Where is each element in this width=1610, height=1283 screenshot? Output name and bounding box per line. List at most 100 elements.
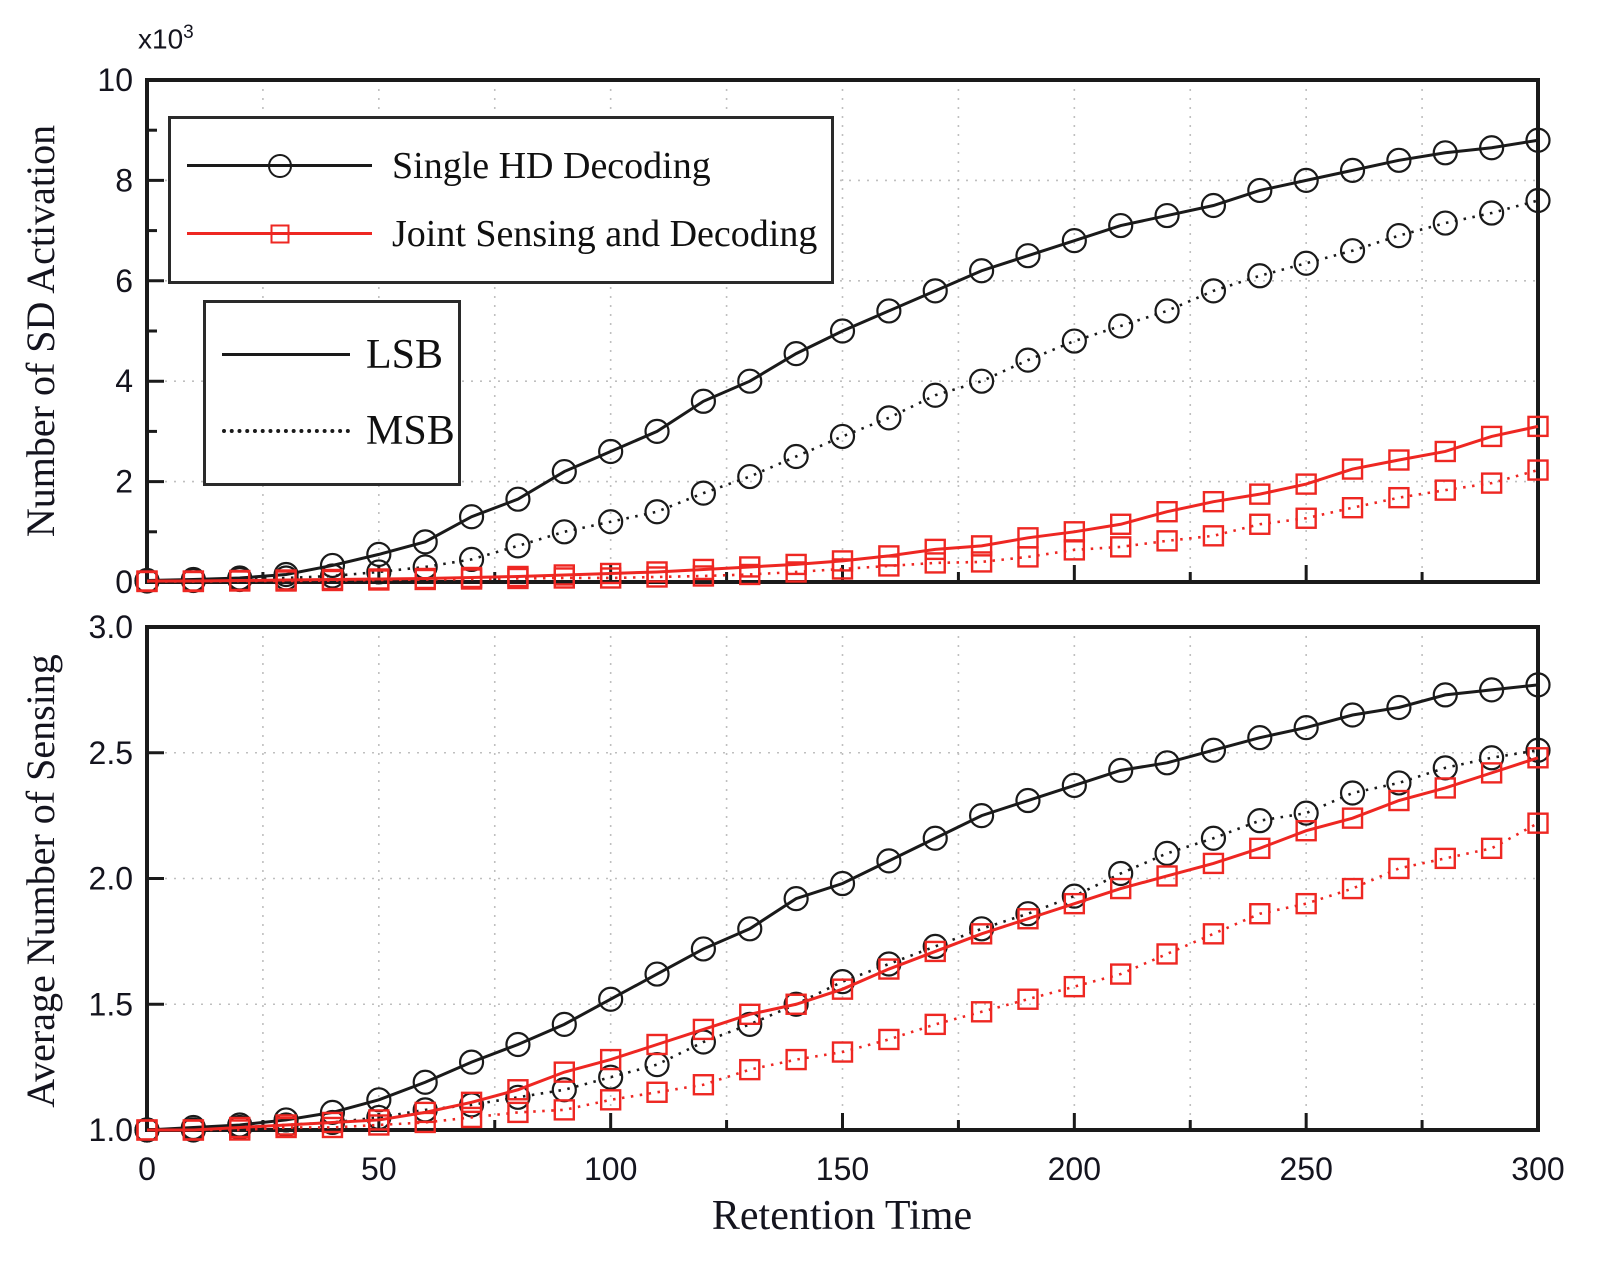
square-marker-icon bbox=[739, 1003, 761, 1026]
sd-activation-plot: 0 2 4 6 8 10 bbox=[97, 62, 1551, 600]
solid-line-sample bbox=[222, 353, 350, 356]
square-marker-icon bbox=[785, 561, 807, 583]
dotted-line-sample-wrap bbox=[222, 412, 350, 450]
circle-marker-icon bbox=[1061, 328, 1087, 354]
circle-marker-icon bbox=[505, 533, 531, 559]
circle-marker-icon bbox=[551, 1011, 577, 1037]
circle-marker-icon bbox=[737, 916, 763, 942]
square-marker-icon bbox=[460, 1091, 483, 1114]
square-marker-icon bbox=[414, 568, 436, 591]
square-marker-icon bbox=[785, 1048, 807, 1071]
circle-marker-icon bbox=[1061, 228, 1087, 254]
square-marker-icon bbox=[1295, 892, 1317, 915]
square-marker-icon bbox=[270, 224, 289, 244]
square-marker-icon bbox=[1341, 877, 1364, 900]
circle-marker-icon bbox=[737, 463, 763, 490]
square-marker-icon bbox=[1388, 486, 1410, 509]
square-marker-icon bbox=[321, 569, 344, 592]
square-marker-icon bbox=[599, 1089, 622, 1111]
circle-marker-icon bbox=[690, 936, 717, 962]
square-marker-icon bbox=[1202, 490, 1225, 513]
x-tick-label: 0 bbox=[138, 1151, 156, 1187]
circle-marker-icon bbox=[598, 986, 624, 1012]
circle-marker-icon bbox=[551, 458, 577, 485]
circle-marker-icon bbox=[1015, 347, 1041, 373]
circle-marker-icon bbox=[1479, 200, 1505, 226]
x-tick-label: 250 bbox=[1279, 1151, 1332, 1187]
circle-marker-icon bbox=[829, 318, 856, 344]
square-marker-icon bbox=[1249, 513, 1271, 535]
circle-marker-icon bbox=[505, 486, 531, 512]
square-marker-icon bbox=[275, 1116, 297, 1139]
square-marker-icon bbox=[739, 563, 761, 586]
circle-marker-icon bbox=[412, 1069, 438, 1095]
circle-marker-icon bbox=[1015, 787, 1041, 814]
legend-item-single-hd: Single HD Decoding bbox=[171, 144, 831, 188]
circle-marker-icon bbox=[690, 388, 717, 414]
circle-marker-icon bbox=[598, 1064, 624, 1090]
axes-ticks: 1.0 1.5 2.0 2.5 3.0 0 50 100 150 200 250 300 bbox=[89, 609, 1565, 1187]
circle-marker-icon bbox=[1247, 725, 1273, 751]
square-marker-icon bbox=[831, 1041, 854, 1063]
square-marker-icon bbox=[878, 958, 900, 980]
circle-marker-icon bbox=[1479, 745, 1505, 771]
circle-marker-icon bbox=[1432, 140, 1458, 166]
square-marker-icon bbox=[136, 570, 158, 593]
circle-marker-icon bbox=[968, 258, 995, 284]
circle-marker-icon bbox=[876, 405, 902, 431]
circle-marker-icon bbox=[458, 546, 485, 573]
x-tick-label: 50 bbox=[361, 1151, 397, 1187]
circle-marker-icon bbox=[1479, 677, 1505, 703]
square-marker-icon bbox=[739, 1058, 761, 1081]
circle-marker-icon bbox=[644, 961, 670, 987]
square-marker-icon bbox=[1109, 963, 1132, 985]
multiplier-exponent: 3 bbox=[183, 22, 194, 43]
square-marker-icon bbox=[321, 1116, 344, 1139]
square-marker-icon bbox=[1527, 415, 1549, 438]
circle-marker-icon bbox=[1525, 672, 1551, 698]
square-marker-icon bbox=[1063, 892, 1086, 915]
square-marker-icon bbox=[970, 551, 993, 573]
circle-marker-icon bbox=[783, 443, 809, 470]
square-marker-icon bbox=[1527, 459, 1549, 481]
square-marker-icon bbox=[275, 570, 297, 592]
x-axis-title: Retention Time bbox=[711, 1193, 973, 1239]
square-marker-icon bbox=[970, 535, 993, 557]
circle-marker-icon bbox=[1200, 278, 1227, 304]
square-marker-icon bbox=[1527, 812, 1549, 834]
circle-marker-icon bbox=[783, 886, 809, 912]
square-marker-icon bbox=[924, 940, 946, 963]
circle-marker-icon bbox=[1386, 223, 1412, 249]
circle-marker-icon bbox=[1154, 202, 1180, 229]
y-tick-label: 2 bbox=[115, 464, 133, 500]
legend-item-lsb: LSB bbox=[206, 331, 458, 379]
circle-marker-icon bbox=[1525, 127, 1551, 153]
circle-marker-icon bbox=[1386, 770, 1412, 796]
circle-marker-icon bbox=[922, 278, 948, 304]
circle-marker-icon bbox=[1247, 177, 1273, 204]
square-marker-icon bbox=[924, 552, 946, 574]
circle-marker-icon bbox=[644, 1052, 670, 1078]
square-marker-icon bbox=[368, 569, 390, 591]
square-marker-icon bbox=[1156, 501, 1178, 523]
circle-marker-icon bbox=[644, 418, 670, 444]
square-marker-icon bbox=[924, 1013, 946, 1036]
circle-marker-icon bbox=[366, 541, 392, 567]
circle-marker-icon bbox=[1293, 714, 1319, 741]
square-marker-icon bbox=[1109, 536, 1132, 558]
square-marker-icon bbox=[692, 1074, 715, 1096]
square-marker-icon bbox=[1109, 513, 1132, 535]
circle-marker-icon bbox=[505, 1084, 531, 1110]
legend-label: MSB bbox=[366, 408, 455, 454]
square-marker-icon bbox=[878, 555, 900, 577]
circle-marker-icon bbox=[319, 552, 346, 579]
square-marker-icon bbox=[924, 538, 946, 561]
circle-marker-icon bbox=[968, 368, 995, 394]
circle-marker-icon bbox=[1247, 263, 1273, 289]
square-marker-icon bbox=[646, 566, 668, 588]
square-marker-icon bbox=[1480, 762, 1503, 784]
square-marker-icon bbox=[1156, 865, 1178, 887]
square-marker-icon bbox=[229, 1119, 251, 1141]
square-marker-icon bbox=[368, 1114, 390, 1136]
circle-marker-icon bbox=[1339, 702, 1366, 728]
